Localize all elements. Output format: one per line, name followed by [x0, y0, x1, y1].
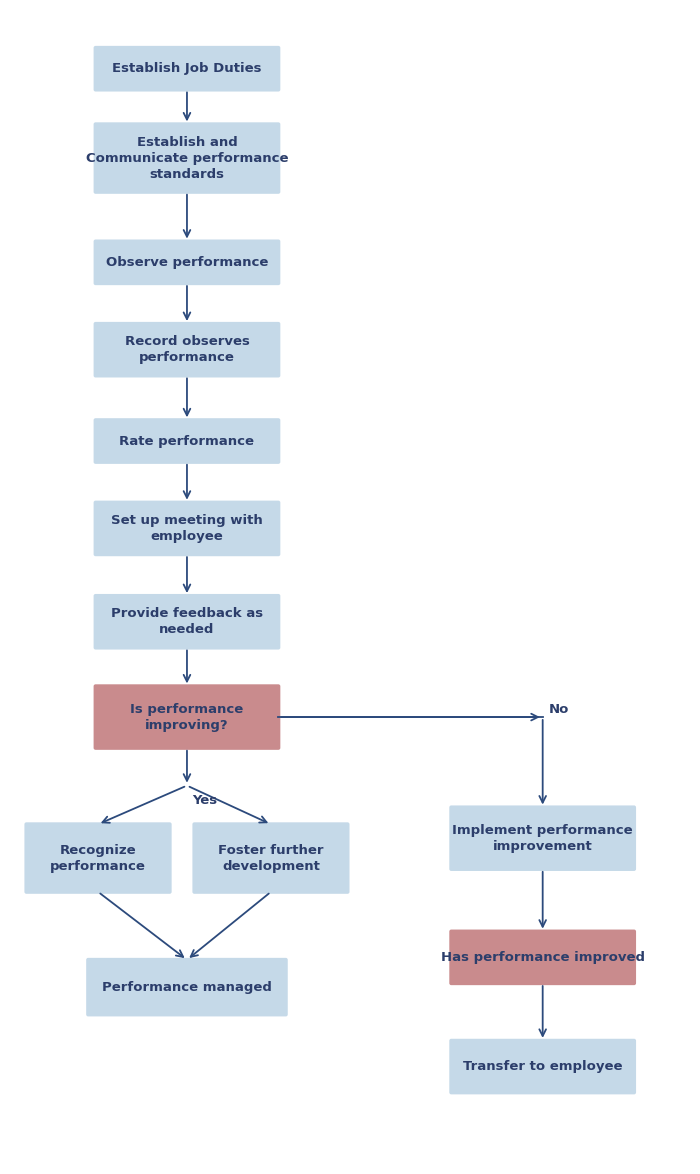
Text: Rate performance: Rate performance: [120, 434, 255, 447]
Text: No: No: [549, 702, 569, 716]
FancyBboxPatch shape: [449, 1039, 636, 1094]
Text: Performance managed: Performance managed: [102, 980, 272, 993]
FancyBboxPatch shape: [94, 322, 280, 378]
FancyBboxPatch shape: [94, 500, 280, 556]
FancyBboxPatch shape: [449, 805, 636, 871]
Text: Recognize
performance: Recognize performance: [50, 844, 146, 872]
FancyBboxPatch shape: [94, 239, 280, 285]
Text: Set up meeting with
employee: Set up meeting with employee: [111, 514, 262, 542]
Text: Provide feedback as
needed: Provide feedback as needed: [111, 607, 263, 636]
Text: Transfer to employee: Transfer to employee: [463, 1060, 622, 1073]
FancyBboxPatch shape: [94, 46, 280, 92]
FancyBboxPatch shape: [25, 822, 172, 893]
Text: Record observes
performance: Record observes performance: [125, 336, 249, 364]
Text: Establish and
Communicate performance
standards: Establish and Communicate performance st…: [85, 135, 288, 181]
Text: Has performance improved: Has performance improved: [441, 951, 645, 964]
FancyBboxPatch shape: [94, 684, 280, 750]
Text: Observe performance: Observe performance: [106, 256, 268, 269]
Text: Implement performance
improvement: Implement performance improvement: [452, 824, 633, 852]
Text: Yes: Yes: [192, 794, 217, 807]
FancyBboxPatch shape: [193, 822, 349, 893]
Text: Establish Job Duties: Establish Job Duties: [112, 62, 262, 75]
FancyBboxPatch shape: [86, 958, 288, 1017]
Text: Foster further
development: Foster further development: [218, 844, 323, 872]
FancyBboxPatch shape: [94, 594, 280, 649]
FancyBboxPatch shape: [94, 122, 280, 194]
Text: Is performance
improving?: Is performance improving?: [130, 702, 244, 731]
FancyBboxPatch shape: [94, 418, 280, 464]
FancyBboxPatch shape: [449, 930, 636, 985]
